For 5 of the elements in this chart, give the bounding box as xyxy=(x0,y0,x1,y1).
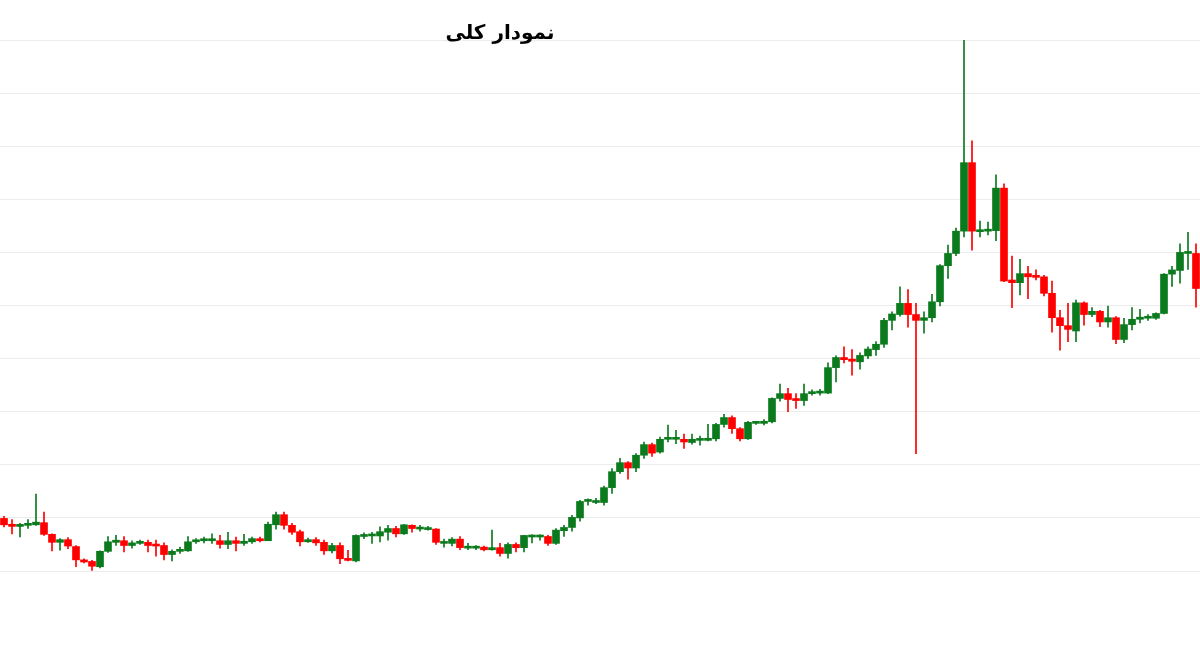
candlestick xyxy=(488,529,496,551)
chart-title: نمودار کلی xyxy=(445,20,555,44)
candlestick xyxy=(680,433,688,449)
candlestick xyxy=(56,538,64,551)
candlestick xyxy=(1104,305,1112,328)
